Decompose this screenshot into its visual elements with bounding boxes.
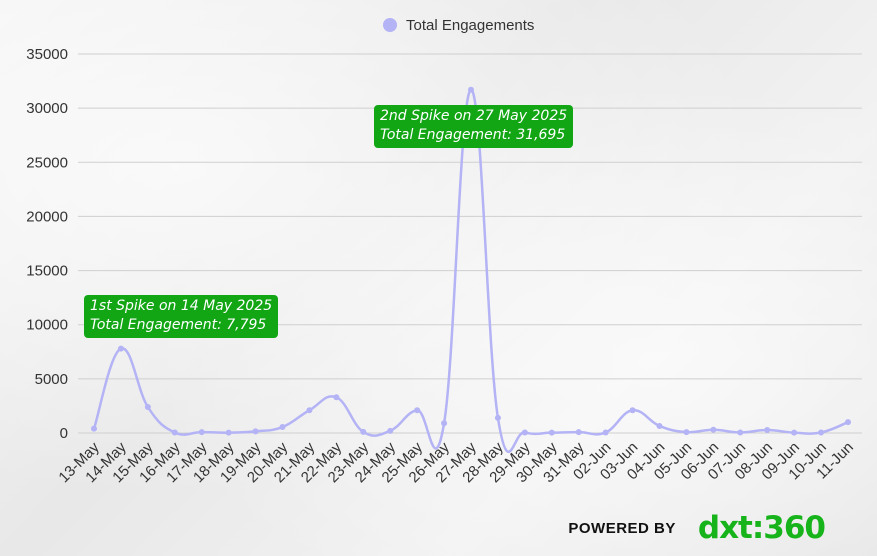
- data-point: [818, 429, 825, 436]
- powered-by-label: POWERED BY: [568, 519, 676, 537]
- data-point: [171, 429, 178, 436]
- data-point: [306, 407, 313, 414]
- y-tick-label: 35000: [26, 46, 68, 63]
- y-tick-label: 20000: [26, 208, 68, 225]
- data-point: [602, 429, 609, 436]
- annotation-second-spike: 2nd Spike on 27 May 2025 Total Engagemen…: [374, 105, 574, 148]
- data-point: [441, 420, 448, 427]
- data-point: [468, 86, 474, 93]
- data-point: [387, 427, 394, 434]
- y-tick-label: 5000: [35, 371, 68, 388]
- data-point: [764, 426, 771, 433]
- y-axis-ticks: 0 5000 10000 15000 20000 25000 30000 35000: [26, 46, 68, 442]
- legend-marker: [383, 18, 397, 32]
- data-point: [117, 345, 124, 352]
- dxt360-logo: dxt:360: [697, 510, 826, 546]
- annotation-first-spike: 1st Spike on 14 May 2025 Total Engagemen…: [84, 295, 279, 338]
- data-point: [521, 429, 528, 436]
- data-point: [360, 428, 367, 435]
- y-tick-label: 30000: [26, 100, 68, 117]
- data-point: [710, 426, 717, 433]
- annotation-second-spike-line2: Total Engagement: 31,695: [380, 127, 566, 143]
- annotation-second-spike-line1: 2nd Spike on 27 May 2025: [380, 108, 568, 124]
- data-point: [548, 429, 555, 436]
- series-total-engagements: [91, 86, 851, 453]
- x-axis-ticks: 13-May14-May15-May16-May17-May18-May19-M…: [55, 438, 856, 486]
- data-point: [225, 429, 232, 436]
- data-point: [791, 429, 798, 436]
- y-tick-label: 0: [60, 425, 68, 442]
- data-point: [737, 429, 744, 436]
- branding: POWERED BY dxt:360: [568, 510, 826, 546]
- legend-label: Total Engagements: [406, 17, 534, 34]
- annotation-first-spike-line2: Total Engagement: 7,795: [90, 317, 267, 333]
- data-point: [144, 404, 151, 411]
- data-point: [279, 424, 286, 431]
- data-point: [198, 429, 205, 436]
- data-point: [656, 422, 663, 429]
- legend: Total Engagements: [383, 17, 534, 34]
- data-point: [575, 429, 582, 436]
- y-tick-label: 15000: [26, 263, 68, 280]
- data-point: [683, 429, 690, 436]
- data-point: [494, 414, 501, 421]
- data-point: [333, 394, 340, 401]
- data-point: [845, 419, 851, 426]
- y-tick-label: 10000: [26, 317, 68, 334]
- annotation-first-spike-line1: 1st Spike on 14 May 2025: [90, 298, 273, 314]
- data-point: [252, 428, 259, 435]
- data-point: [91, 425, 97, 432]
- data-point: [414, 407, 421, 414]
- y-tick-label: 25000: [26, 154, 68, 171]
- data-point: [629, 407, 636, 414]
